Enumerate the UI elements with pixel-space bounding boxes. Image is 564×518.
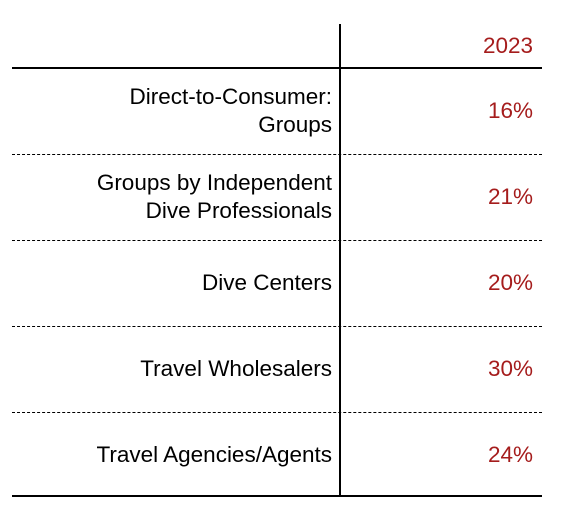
column-header-year: 2023	[482, 32, 533, 58]
row-label-line: Travel Wholesalers	[140, 356, 332, 381]
row-label: Direct-to-Consumer: Groups	[12, 68, 332, 154]
row-separator	[12, 326, 542, 327]
column-divider	[339, 24, 341, 497]
row-value: 24%	[487, 442, 533, 467]
row-separator	[12, 240, 542, 241]
row-value: 16%	[487, 98, 533, 123]
row-label-line: Groups by Independent	[96, 170, 332, 195]
row-label-line: Direct-to-Consumer:	[129, 84, 332, 109]
row-value: 20%	[487, 270, 533, 295]
row-separator	[12, 412, 542, 413]
row-label-line: Groups	[258, 112, 332, 137]
row-label: Travel Agencies/Agents	[12, 412, 332, 498]
row-label: Groups by Independent Dive Professionals	[12, 154, 332, 240]
row-label-line: Dive Professionals	[145, 198, 332, 223]
row-value: 30%	[487, 356, 533, 381]
row-separator	[12, 154, 542, 155]
row-label-line: Travel Agencies/Agents	[96, 442, 332, 467]
row-value: 21%	[487, 184, 533, 209]
row-label-line: Dive Centers	[201, 270, 332, 295]
row-label: Travel Wholesalers	[12, 326, 332, 412]
header-rule	[12, 67, 542, 69]
bottom-rule	[12, 495, 542, 497]
row-label: Dive Centers	[12, 240, 332, 326]
data-table: 2023 Direct-to-Consumer: Groups 16% Groups …	[12, 24, 542, 497]
